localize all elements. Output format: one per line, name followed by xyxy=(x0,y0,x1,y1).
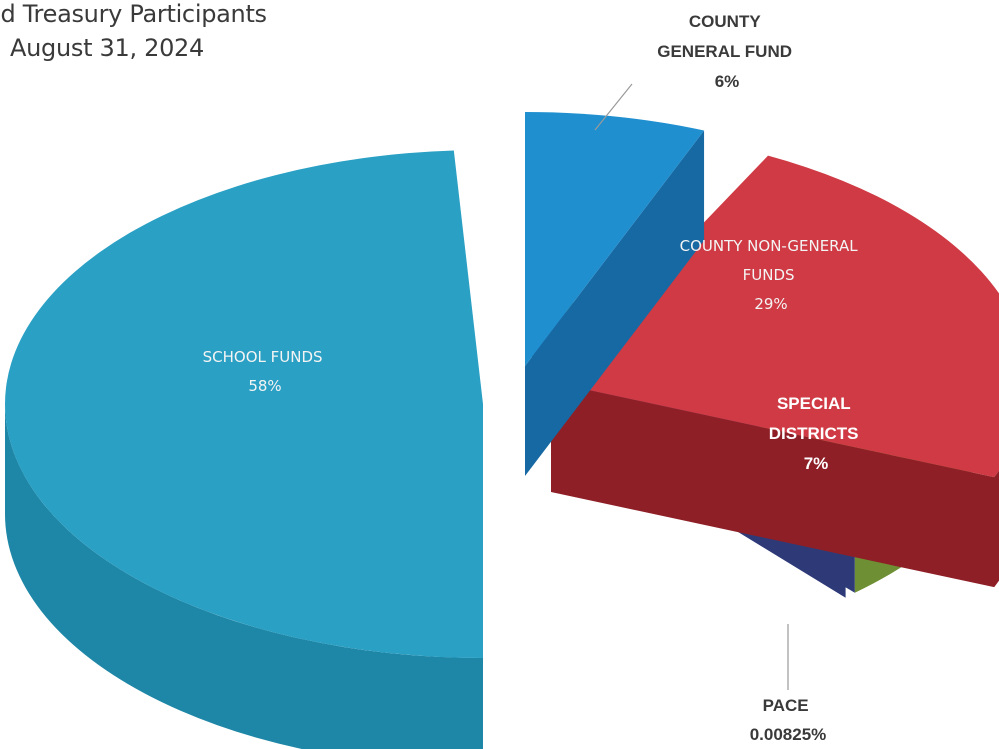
pct-special-districts: 7% xyxy=(804,454,829,473)
svg-text:SPECIAL DISTRICTS: SPECIAL DISTRICTS 7% xyxy=(769,394,863,473)
label-special-districts-line-1: SPECIAL xyxy=(777,394,850,413)
slice-school-funds[interactable] xyxy=(4,150,484,749)
label-school-funds: SCHOOL FUNDS xyxy=(203,348,323,366)
label-pace: PACE xyxy=(763,696,809,715)
pct-school-funds: 58% xyxy=(248,377,281,395)
leader-line-county-general-fund xyxy=(594,83,633,131)
slice-county-general-fund[interactable] xyxy=(525,112,705,476)
label-special-districts-line-2: DISTRICTS xyxy=(769,424,859,443)
label-county-non-general-funds-line-1: COUNTY NON-GENERAL xyxy=(680,237,859,255)
pct-pace: 0.00825% xyxy=(750,725,827,744)
label-county-general-fund-line-1: COUNTY xyxy=(689,12,761,31)
svg-text:PACE 0.00825%: PACE 0.00825% xyxy=(750,696,827,744)
svg-text:COUNTY NON-GENERAL FUNDS: COUNTY NON-GENERAL FUNDS 29% xyxy=(680,237,863,313)
svg-text:COUNTY GENERAL FUND: COUNTY GENERAL FUND 6% xyxy=(657,12,796,91)
svg-text:SCHOOL FUNDS 58%: SCHOOL FUNDS 58% xyxy=(203,348,328,395)
pct-county-general-fund: 6% xyxy=(715,72,740,91)
chart-title-line-1: ed Treasury Participants xyxy=(0,0,267,28)
slice-county-non-general-funds[interactable] xyxy=(551,155,999,588)
label-county-non-general-funds-line-2: FUNDS xyxy=(743,266,795,284)
chart-title-line-2: August 31, 2024 xyxy=(10,34,204,62)
label-county-general-fund-line-2: GENERAL FUND xyxy=(657,42,792,61)
pct-county-non-general-funds: 29% xyxy=(754,295,787,313)
